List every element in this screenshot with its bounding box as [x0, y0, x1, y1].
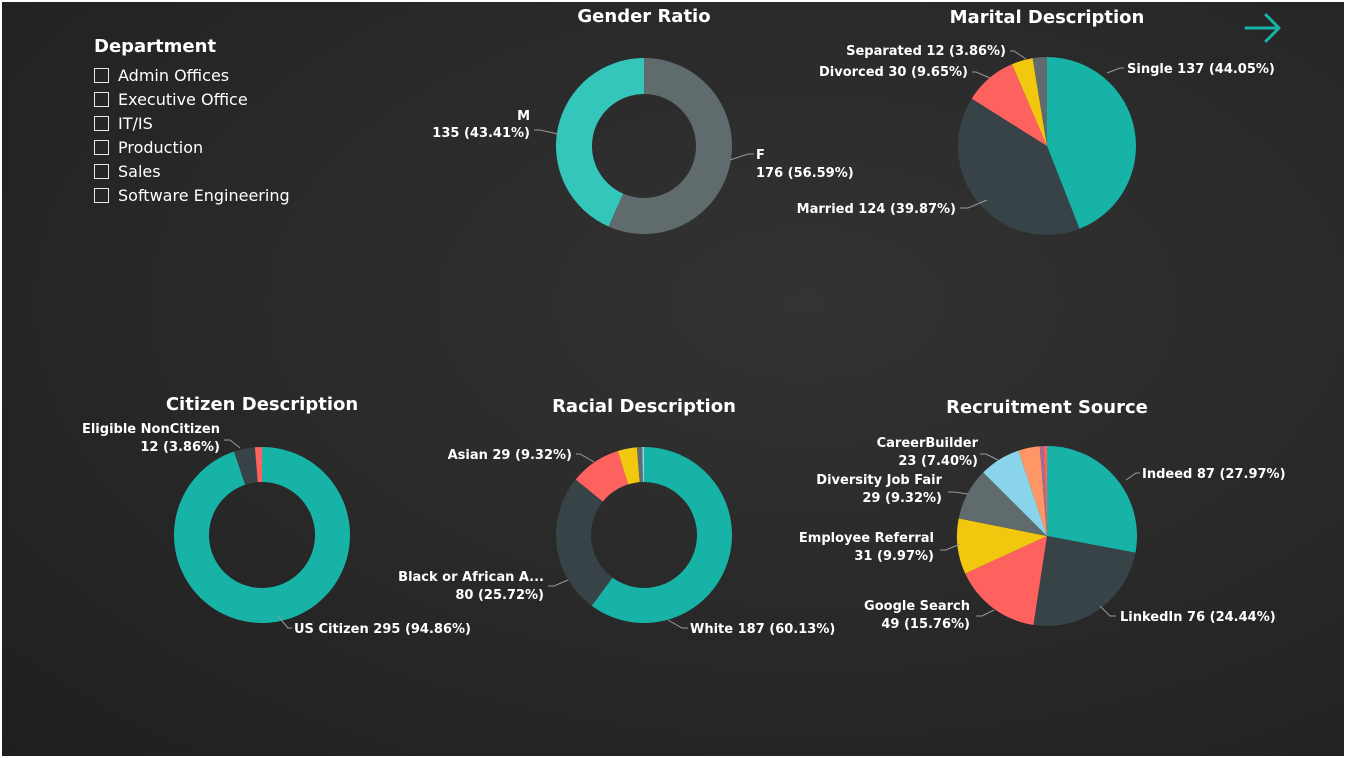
recruitment-source-chart: Recruitment Source Indeed 87 (27.97%) Li… — [799, 397, 1286, 632]
pie-slice-careerbuilder[interactable] — [983, 450, 1047, 536]
pie-slice-separated[interactable] — [1012, 58, 1047, 146]
pie-slice-other-8[interactable] — [1043, 446, 1047, 536]
data-label: US Citizen 295 (94.86%) — [294, 622, 471, 637]
data-label: Eligible NonCitizen — [82, 422, 220, 437]
slicer-item-sales[interactable]: Sales — [94, 159, 290, 183]
data-label: White 187 (60.13%) — [690, 622, 835, 637]
pie-slice-google-search[interactable] — [965, 536, 1047, 625]
data-label: Black or African A... — [398, 570, 544, 585]
checkbox[interactable] — [94, 91, 109, 107]
data-label: 80 (25.72%) — [455, 588, 544, 603]
pie-slice-indeed[interactable] — [1047, 446, 1137, 553]
data-label: 29 (9.32%) — [862, 491, 942, 506]
pie-slice-divorced[interactable] — [971, 64, 1047, 146]
data-label: Google Search — [864, 599, 970, 614]
data-label: F — [756, 148, 765, 163]
checkbox[interactable] — [94, 67, 109, 83]
data-label: M — [517, 109, 530, 124]
slicer-item-admin-offices[interactable]: Admin Offices — [94, 63, 290, 87]
data-label: Married 124 (39.87%) — [797, 202, 956, 217]
data-label: LinkedIn 76 (24.44%) — [1120, 610, 1276, 625]
pie-slice-other-2[interactable] — [254, 447, 262, 483]
slicer-item-software-engineering[interactable]: Software Engineering — [94, 183, 290, 207]
slicer-item-label: Admin Offices — [118, 65, 230, 85]
pie-slice-other-4[interactable] — [636, 447, 643, 483]
slicer-item-label: Software Engineering — [118, 185, 290, 205]
pie-slice-diversity-job-fair[interactable] — [958, 472, 1047, 536]
data-label: Asian 29 (9.32%) — [448, 448, 572, 463]
slicer-item-executive-office[interactable]: Executive Office — [94, 87, 290, 111]
pie-slice-other-5[interactable] — [642, 447, 644, 483]
racial-description-chart: Racial Description White 187 (60.13%) Bl… — [398, 396, 835, 637]
slicer-item-label: Sales — [118, 161, 161, 181]
chart-title: Gender Ratio — [577, 6, 710, 27]
slicer-item-label: Executive Office — [118, 89, 248, 109]
slicer-item-label: Production — [118, 137, 204, 157]
data-label: CareerBuilder — [877, 436, 979, 451]
pie-slice-other-4[interactable] — [1032, 57, 1047, 146]
marital-description-chart: Marital Description Single 137 (44.05%) … — [797, 7, 1275, 236]
checkbox[interactable] — [94, 187, 109, 203]
pie-slice-us-citizen[interactable] — [174, 447, 350, 624]
data-label: 12 (3.86%) — [140, 440, 220, 455]
pie-slice-f[interactable] — [608, 58, 732, 234]
pie-slice-married[interactable] — [958, 98, 1080, 236]
chart-title: Citizen Description — [166, 394, 358, 415]
citizen-description-chart: Citizen Description US Citizen 295 (94.8… — [82, 394, 471, 637]
data-label: 23 (7.40%) — [898, 454, 978, 469]
data-label: Employee Referral — [799, 531, 934, 546]
pie-slice-other-3[interactable] — [617, 447, 640, 485]
slicer-title: Department — [94, 36, 217, 57]
pie-slice-m[interactable] — [556, 58, 644, 227]
pie-slice-other-6[interactable] — [1018, 446, 1047, 536]
chart-title: Marital Description — [950, 7, 1145, 28]
pie-slice-asian[interactable] — [575, 451, 629, 502]
pie-slice-eligible-noncitizen[interactable] — [234, 447, 258, 485]
arrow-right-icon[interactable] — [1242, 10, 1284, 46]
data-label: Indeed 87 (27.97%) — [1142, 467, 1286, 482]
data-label: Diversity Job Fair — [816, 473, 942, 488]
data-label: Single 137 (44.05%) — [1127, 62, 1275, 77]
pie-slice-linkedin[interactable] — [1033, 536, 1136, 626]
department-slicer: Department Admin Offices Executive Offic… — [94, 36, 290, 207]
slicer-item-it-is[interactable]: IT/IS — [94, 111, 290, 135]
checkbox[interactable] — [94, 139, 109, 155]
data-label: 135 (43.41%) — [432, 126, 530, 141]
chart-title: Recruitment Source — [946, 397, 1148, 418]
data-label: 31 (9.97%) — [854, 549, 934, 564]
checkbox[interactable] — [94, 163, 109, 179]
slicer-item-label: IT/IS — [118, 113, 153, 133]
data-label: Separated 12 (3.86%) — [846, 44, 1006, 59]
slicer-item-production[interactable]: Production — [94, 135, 290, 159]
chart-title: Racial Description — [552, 396, 736, 417]
data-label: Divorced 30 (9.65%) — [819, 65, 968, 80]
pie-slice-black-or-african-a[interactable] — [555, 479, 613, 606]
gender-ratio-chart: Gender Ratio F 176 (56.59%) M 135 (43.41… — [432, 6, 854, 234]
pie-slice-employee-referral[interactable] — [957, 518, 1047, 574]
pie-slice-white[interactable] — [591, 447, 732, 623]
pie-slice-single[interactable] — [1047, 57, 1136, 229]
checkbox[interactable] — [94, 115, 109, 131]
data-label: 176 (56.59%) — [756, 166, 854, 181]
pie-slice-other-7[interactable] — [1039, 446, 1047, 536]
data-label: 49 (15.76%) — [881, 617, 970, 632]
